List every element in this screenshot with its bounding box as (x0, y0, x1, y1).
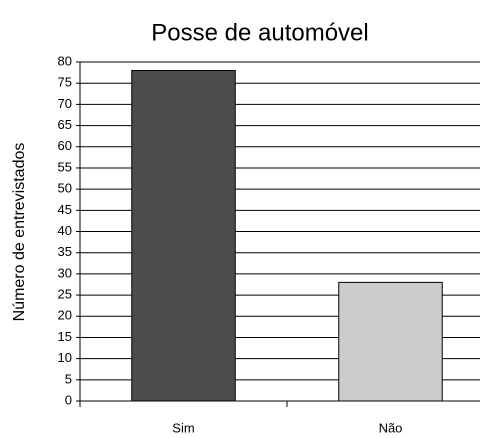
bar (131, 69, 236, 402)
y-tick-label: 30 (58, 265, 72, 280)
y-tick-label: 15 (58, 329, 72, 344)
y-tick-label: 0 (65, 392, 72, 407)
y-tick-label: 40 (58, 223, 72, 238)
bar (338, 281, 443, 402)
x-tick-label: Não (379, 420, 403, 435)
y-tick-label: 80 (58, 53, 72, 68)
x-tick-label: Sim (172, 420, 194, 435)
y-tick-label: 20 (58, 308, 72, 323)
y-tick-label: 35 (58, 244, 72, 259)
y-tick-label: 60 (58, 138, 72, 153)
y-tick-label: 55 (58, 159, 72, 174)
chart-title: Posse de automóvel (151, 19, 368, 46)
y-tick-label: 25 (58, 287, 72, 302)
y-tick-label: 50 (58, 181, 72, 196)
y-axis-label: Número de entrevistados (11, 143, 28, 322)
y-tick-label: 65 (58, 117, 72, 132)
y-tick-label: 45 (58, 202, 72, 217)
y-tick-label: 5 (65, 371, 72, 386)
y-tick-label: 75 (58, 75, 72, 90)
y-tick-label: 70 (58, 96, 72, 111)
y-tick-label: 10 (58, 350, 72, 365)
